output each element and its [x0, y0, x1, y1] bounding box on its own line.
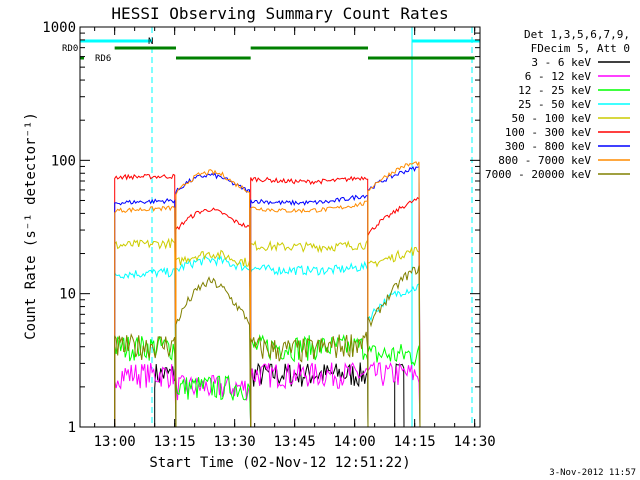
series-800-7000-kev [114, 161, 421, 428]
plot-area: N RD0 RD6 [62, 27, 480, 428]
night-label: N [148, 37, 153, 47]
series-line [250, 194, 369, 428]
legend-header: Det 1,3,5,6,7,9, [524, 28, 630, 41]
series-line [250, 331, 369, 428]
series-300-800-kev [114, 166, 421, 428]
x-tick-label: 13:15 [154, 434, 196, 450]
legend-entry-label: 800 - 7000 keV [498, 154, 591, 167]
series-line [367, 360, 421, 428]
x-tick-label: 13:00 [94, 434, 136, 450]
y-tick-label: 10 [59, 287, 76, 303]
series-50-100-kev [114, 237, 421, 428]
y-axis-label: Count Rate (s⁻¹ detector⁻¹) [23, 112, 39, 340]
series-line [367, 246, 421, 428]
series-line [114, 237, 177, 428]
legend-entry-label: 6 - 12 keV [525, 70, 592, 83]
rd0-label: RD0 [62, 44, 78, 54]
series-line [367, 196, 421, 428]
y-tick-label: 1 [68, 420, 76, 436]
series-line [175, 249, 252, 428]
series-100-300-kev [114, 173, 421, 428]
legend-entry-label: 50 - 100 keV [512, 112, 592, 125]
series-line [154, 364, 177, 428]
series-line [114, 198, 177, 428]
legend-entry-label: 300 - 800 keV [505, 140, 591, 153]
legend-header: FDecim 5, Att 0 [531, 42, 630, 55]
series-line [114, 266, 177, 428]
legend: Det 1,3,5,6,7,9,FDecim 5, Att 03 - 6 keV… [485, 28, 630, 181]
series-line [250, 175, 369, 428]
series-line [114, 205, 177, 428]
chart-title: HESSI Observing Summary Count Rates [111, 4, 448, 23]
x-tick-label: 14:15 [394, 434, 436, 450]
legend-entry-label: 25 - 50 keV [518, 98, 591, 111]
series-line [367, 344, 421, 428]
series-line [114, 333, 177, 428]
series-line [367, 265, 421, 428]
legend-entry-label: 3 - 6 keV [531, 56, 591, 69]
x-tick-label: 13:30 [214, 434, 256, 450]
series-7000-20000-kev [114, 265, 421, 428]
series-line [367, 161, 421, 428]
series-6-12-kev [114, 360, 421, 428]
x-tick-label: 14:30 [454, 434, 496, 450]
axes: 13:00 13:15 13:30 13:45 14:00 14:15 14:30 1 10 10… [42, 20, 495, 450]
y-tick-label: 1000 [42, 20, 76, 36]
plot-frame [79, 26, 481, 428]
series-line [175, 207, 252, 428]
rd6-label: RD6 [95, 54, 111, 64]
x-axis-label: Start Time (02-Nov-12 12:51:22) [149, 455, 410, 471]
series-line [250, 199, 369, 428]
legend-entry-label: 100 - 300 keV [505, 126, 591, 139]
series-line [175, 375, 252, 428]
series-line [175, 169, 252, 428]
series-line [250, 333, 369, 428]
footer-timestamp: 3-Nov-2012 11:57 [549, 468, 636, 478]
x-tick-label: 14:00 [334, 434, 376, 450]
series-line [114, 173, 177, 428]
series-12-25-kev [114, 333, 421, 428]
series-line [250, 238, 369, 428]
series-line [250, 362, 369, 428]
series-line [250, 260, 369, 428]
series-3-6-kev [154, 362, 405, 428]
series-line [114, 363, 177, 428]
series-line [175, 276, 252, 428]
x-tick-label: 13:45 [274, 434, 316, 450]
legend-entry-label: 12 - 25 keV [518, 84, 591, 97]
series-line [114, 336, 177, 428]
y-tick-label: 100 [51, 153, 76, 169]
legend-entry-label: 7000 - 20000 keV [485, 168, 591, 181]
series-line [367, 282, 421, 428]
series-line [175, 255, 252, 428]
